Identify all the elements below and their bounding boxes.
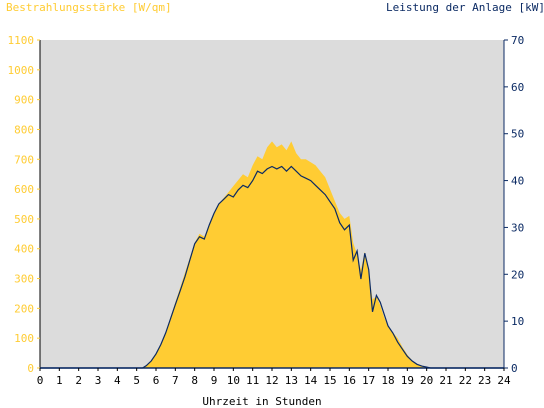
x-tick-label: 7	[172, 374, 179, 387]
left-axis-title: Bestrahlungsstärke [W/qm]	[6, 1, 172, 14]
irradiance-area	[40, 141, 504, 368]
x-tick-label: 5	[133, 374, 140, 387]
x-tick-label: 11	[246, 374, 259, 387]
x-tick-label: 6	[153, 374, 160, 387]
left-tick-label: 800	[14, 123, 34, 136]
right-tick-label: 40	[511, 175, 524, 188]
right-tick-label: 70	[511, 34, 524, 47]
right-tick-label: 50	[511, 128, 524, 141]
x-tick-label: 0	[37, 374, 44, 387]
left-tick-label: 400	[14, 243, 34, 256]
x-tick-label: 16	[343, 374, 356, 387]
left-tick-labels: 0 100 200 300 400 500 600 700 800 900 1000 1100	[8, 34, 40, 375]
x-axis-title: Uhrzeit in Stunden	[202, 395, 321, 408]
right-tick-label: 20	[511, 268, 524, 281]
x-tick-label: 23	[478, 374, 491, 387]
x-tick-label: 15	[323, 374, 336, 387]
left-tick-label: 600	[14, 183, 34, 196]
x-tick-labels: 0 1 2 3 4 5 6 7 8 9 10 11 12 13 14 15 16 17 18 19 20 21 22 23 24	[37, 368, 511, 387]
x-tick-label: 21	[439, 374, 452, 387]
x-tick-label: 19	[401, 374, 414, 387]
x-tick-label: 2	[75, 374, 82, 387]
right-tick-label: 10	[511, 315, 524, 328]
right-tick-label: 60	[511, 81, 524, 94]
x-tick-label: 1	[56, 374, 63, 387]
x-tick-label: 20	[420, 374, 433, 387]
x-tick-label: 24	[497, 374, 511, 387]
left-tick-label: 1100	[8, 34, 35, 47]
x-tick-label: 17	[362, 374, 375, 387]
left-tick-label: 200	[14, 302, 34, 315]
left-tick-label: 1000	[8, 64, 35, 77]
x-tick-label: 22	[459, 374, 472, 387]
x-tick-label: 9	[211, 374, 218, 387]
power-line	[40, 165, 504, 369]
right-tick-label: 0	[511, 362, 518, 375]
x-tick-label: 8	[191, 374, 198, 387]
left-tick-label: 0	[27, 362, 34, 375]
x-tick-label: 4	[114, 374, 121, 387]
left-tick-label: 300	[14, 273, 34, 286]
right-axis-title: Leistung der Anlage [kW]	[386, 1, 544, 14]
left-tick-label: 500	[14, 213, 34, 226]
x-tick-label: 3	[95, 374, 102, 387]
x-tick-label: 12	[265, 374, 278, 387]
left-tick-label: 700	[14, 153, 34, 166]
x-tick-label: 10	[227, 374, 240, 387]
left-tick-label: 100	[14, 332, 34, 345]
x-tick-label: 18	[381, 374, 394, 387]
right-tick-label: 30	[511, 221, 524, 234]
x-tick-label: 13	[285, 374, 298, 387]
right-tick-labels: 0 10 20 30 40 50 60 70	[504, 34, 524, 375]
left-tick-label: 900	[14, 94, 34, 107]
x-tick-label: 14	[304, 374, 318, 387]
